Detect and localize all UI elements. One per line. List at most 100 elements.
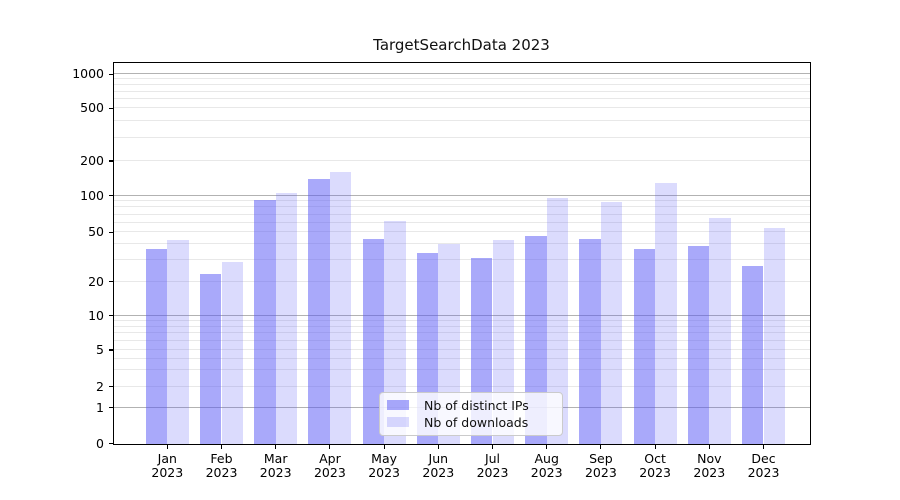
gridline-minor	[113, 339, 810, 341]
gridline-minor	[113, 357, 810, 359]
bar-downloads	[167, 240, 189, 444]
x-tick-label-month: Sep	[589, 450, 613, 466]
x-tick-label: Jan 2023	[137, 450, 197, 481]
gridline-minor	[113, 213, 810, 215]
bar-downloads	[329, 172, 352, 444]
y-tick-label: 20	[88, 273, 104, 289]
x-tick-label: Aug 2023	[517, 450, 577, 481]
y-tick-mark	[108, 407, 113, 409]
plot-area	[112, 61, 811, 445]
bar-downloads	[600, 202, 623, 444]
gridline-minor	[113, 90, 810, 92]
chart-title: TargetSearchData 2023	[373, 36, 550, 54]
x-tick-label-month: Apr	[319, 450, 341, 466]
y-tick-label: 50	[88, 224, 104, 240]
y-tick-label: 0	[96, 435, 104, 451]
x-tick-label-month: Jun	[428, 450, 449, 466]
x-tick-label-year: 2023	[747, 465, 780, 480]
x-tick-label-month: Dec	[751, 450, 776, 466]
y-tick-label: 500	[80, 100, 104, 116]
bar-downloads	[275, 193, 298, 444]
gridline-minor	[113, 98, 810, 100]
gridline-minor	[113, 160, 810, 161]
gridline-minor	[113, 200, 810, 202]
x-tick-mark	[546, 444, 548, 449]
bar-distinct-ips	[687, 245, 710, 444]
x-tick-mark	[166, 444, 168, 449]
gridline-minor	[113, 385, 810, 387]
gridline-minor	[113, 280, 810, 282]
legend-swatch-distinct-ips	[387, 400, 409, 410]
y-tick-label: 1000	[72, 66, 104, 82]
bar-downloads	[546, 198, 569, 444]
x-tick-mark	[275, 444, 277, 449]
y-tick-label: 5	[96, 342, 104, 357]
y-tick-mark	[108, 386, 113, 388]
x-tick-label: May 2023	[354, 450, 414, 481]
y-tick-mark	[108, 195, 113, 197]
x-tick-label: Sep 2023	[571, 450, 631, 481]
gridline-minor	[113, 349, 810, 350]
gridline-minor	[113, 107, 810, 109]
gridline-minor	[113, 84, 810, 86]
legend-item-downloads: Nb of downloads	[387, 414, 554, 430]
y-tick-mark	[108, 107, 113, 109]
y-tick-label: 1	[96, 399, 104, 415]
x-tick-label-year: 2023	[151, 465, 184, 480]
gridline-minor	[113, 258, 810, 260]
y-tick-mark	[108, 349, 113, 351]
bar-distinct-ips	[254, 200, 276, 444]
bar-distinct-ips	[199, 274, 222, 444]
gridline-minor	[113, 231, 810, 233]
x-tick-mark	[383, 444, 385, 449]
gridline-minor	[113, 136, 810, 138]
x-tick-mark	[329, 444, 331, 449]
x-tick-label: Apr 2023	[300, 450, 360, 481]
gridline-major	[113, 73, 810, 75]
gridline-minor	[113, 319, 810, 321]
legend-swatch-downloads	[387, 417, 409, 427]
gridline-minor	[113, 120, 810, 122]
x-tick-label: Nov 2023	[679, 450, 739, 481]
bar-downloads	[384, 220, 406, 444]
x-tick-mark	[763, 444, 764, 449]
x-tick-label-year: 2023	[584, 465, 617, 480]
bar-downloads	[655, 182, 677, 444]
y-tick-mark	[108, 315, 113, 317]
x-tick-label-year: 2023	[422, 465, 455, 480]
x-tick-label-month: Jul	[484, 450, 501, 466]
x-tick-label-month: Oct	[644, 450, 666, 466]
x-tick-mark	[221, 444, 222, 449]
y-tick-label: 2	[96, 378, 104, 394]
legend-label-downloads: Nb of downloads	[424, 414, 529, 430]
x-tick-label-month: Jan	[157, 450, 177, 466]
y-tick-mark	[108, 73, 113, 75]
bar-distinct-ips	[525, 235, 547, 444]
x-tick-label-year: 2023	[259, 465, 292, 480]
x-tick-mark	[708, 444, 710, 449]
x-tick-label: Jun 2023	[408, 450, 468, 481]
x-tick-mark	[600, 444, 602, 449]
bar-downloads	[221, 261, 244, 444]
gridline-major	[113, 194, 810, 196]
bar-downloads	[709, 218, 731, 444]
gridline-minor	[113, 332, 810, 334]
legend-label-distinct-ips: Nb of distinct IPs	[424, 397, 529, 413]
x-tick-label-year: 2023	[313, 465, 346, 480]
y-tick-mark	[108, 231, 113, 233]
bar-distinct-ips	[145, 248, 168, 444]
x-tick-label-month: May	[371, 450, 398, 466]
gridline-minor	[113, 78, 810, 80]
bar-distinct-ips	[362, 239, 385, 444]
x-tick-label-year: 2023	[476, 465, 509, 480]
bar-downloads	[763, 228, 786, 444]
legend: Nb of distinct IPs Nb of downloads	[379, 392, 563, 436]
x-tick-label-month: Aug	[534, 450, 559, 466]
bar-distinct-ips	[308, 178, 330, 444]
y-tick-mark	[108, 281, 113, 283]
x-tick-label: Dec 2023	[734, 450, 794, 481]
y-tick-mark	[108, 442, 113, 445]
x-tick-label-month: Nov	[697, 450, 722, 466]
gridline-minor	[113, 369, 810, 371]
y-tick-label: 100	[80, 187, 104, 203]
